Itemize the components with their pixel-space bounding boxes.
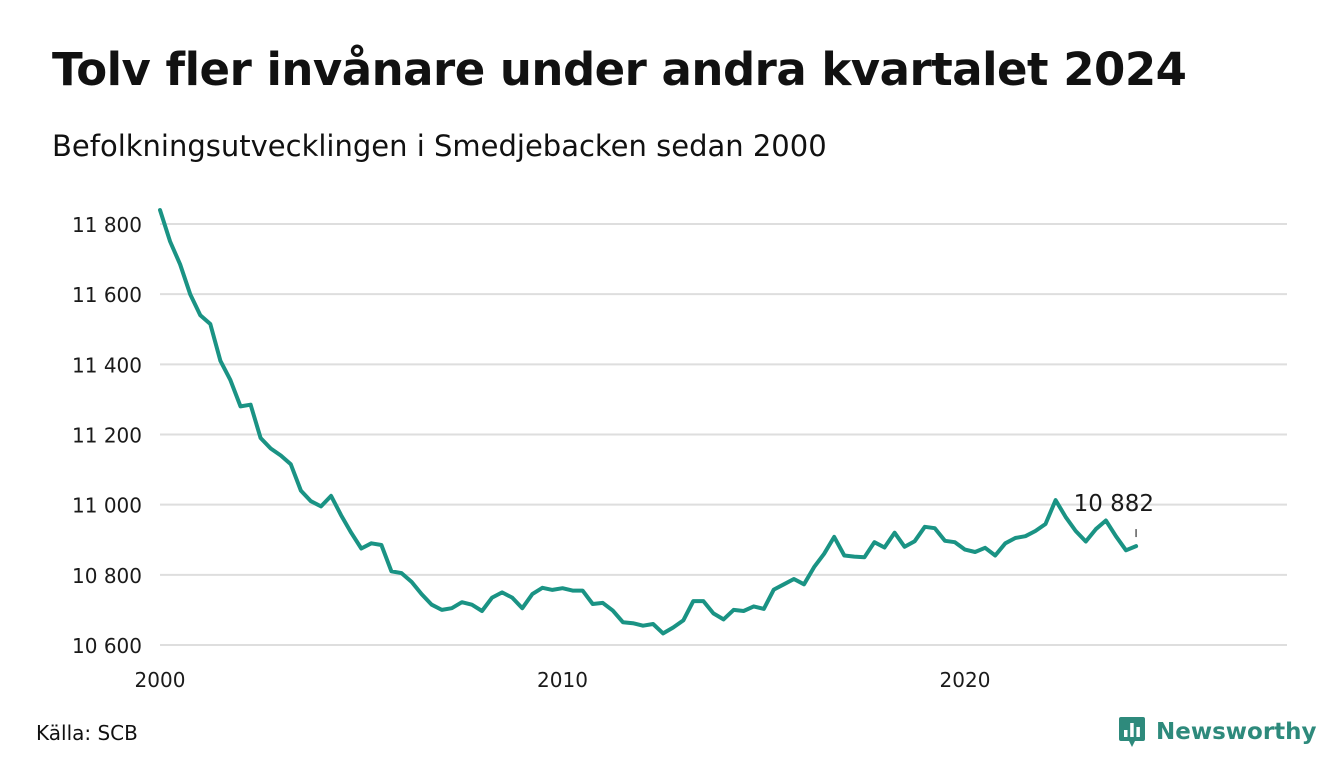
chart-subtitle: Befolkningsutvecklingen i Smedjebacken s… [52, 129, 827, 163]
y-tick-label: 11 400 [72, 353, 142, 377]
bar-chart-speech-bubble-icon [1119, 717, 1145, 747]
y-tick-label: 11 000 [72, 494, 142, 518]
y-tick-label: 10 600 [72, 634, 142, 658]
grid-lines [160, 223, 1287, 646]
y-axis-tick-labels: 10 600 10 800 11 000 11 200 11 400 11 600 11 8… [72, 213, 142, 658]
brand-logo: Newsworthy [1118, 712, 1317, 752]
last-value-annotation: 10 882 [1074, 491, 1154, 538]
y-tick-label: 10 800 [72, 564, 142, 588]
source-label: Källa: SCB [36, 721, 138, 745]
chart-title: Tolv fler invånare under andra kvartalet… [52, 43, 1187, 96]
y-tick-label: 11 200 [72, 424, 142, 448]
annotation-value-label: 10 882 [1074, 491, 1154, 517]
x-axis-tick-labels: 2000 2010 2020 [135, 668, 991, 692]
x-tick-label: 2010 [537, 668, 588, 692]
x-tick-label: 2020 [940, 668, 991, 692]
y-tick-label: 11 800 [72, 213, 142, 237]
y-tick-label: 11 600 [72, 283, 142, 307]
population-series-line [158, 208, 1139, 636]
x-tick-label: 2000 [135, 668, 186, 692]
brand-name: Newsworthy [1156, 719, 1317, 745]
